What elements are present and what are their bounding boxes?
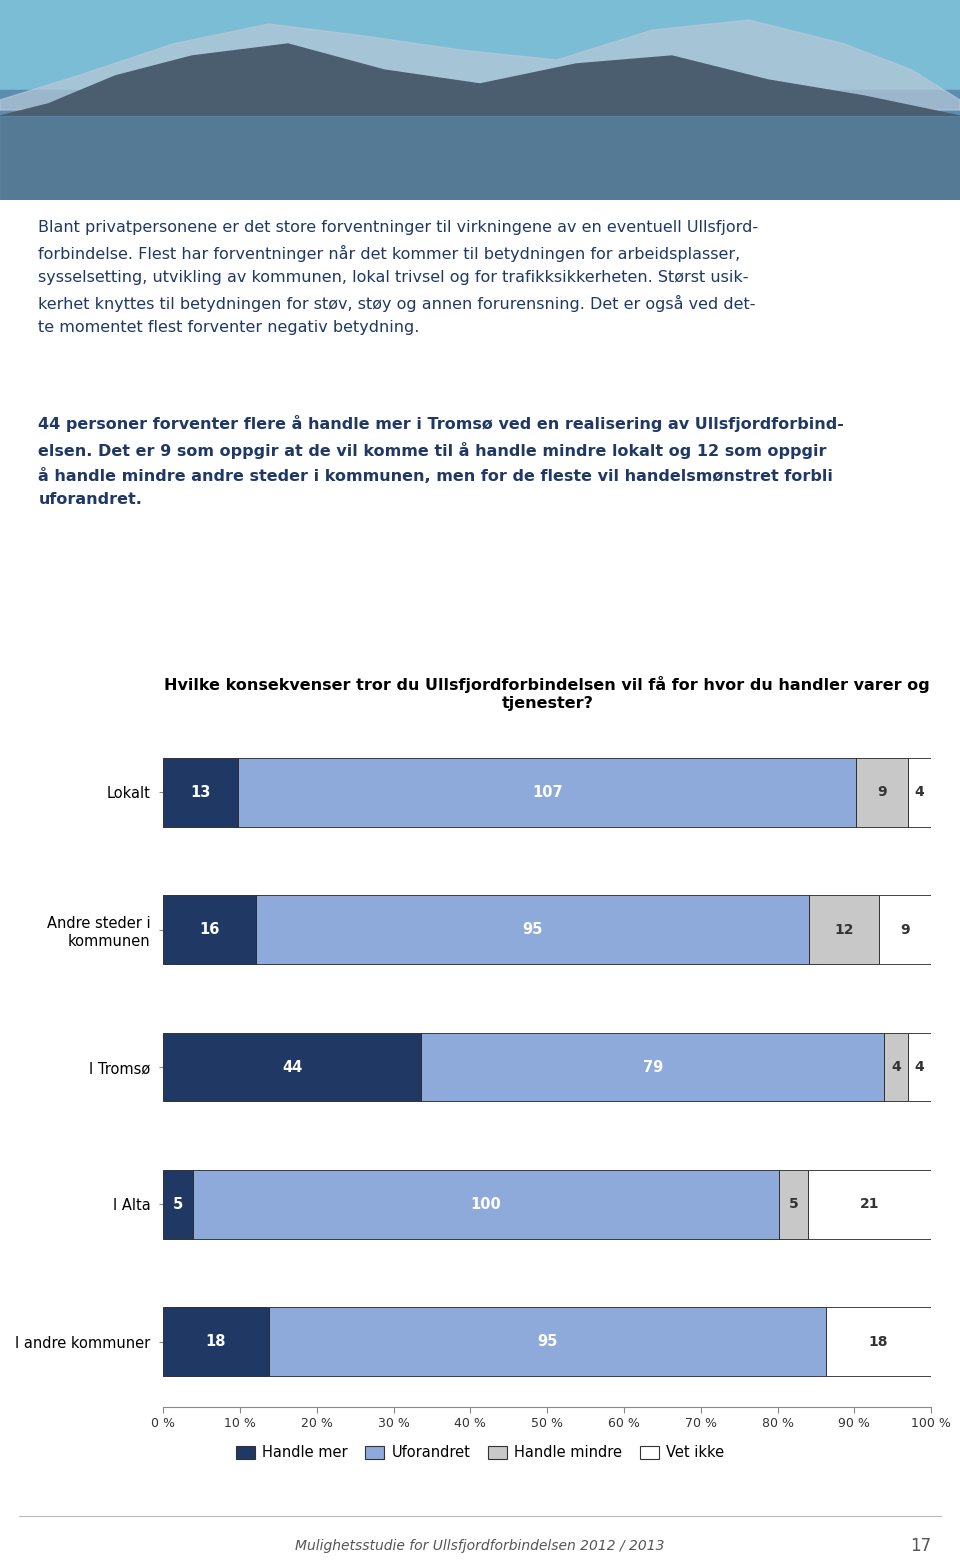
Text: 21: 21 — [860, 1197, 879, 1211]
Text: 44 personer forventer flere å handle mer i Tromsø ved en realisering av Ullsfjor: 44 personer forventer flere å handle mer… — [38, 415, 844, 508]
Bar — [269, 1307, 826, 1376]
Bar — [163, 1307, 269, 1376]
Text: 107: 107 — [532, 785, 563, 799]
Text: 4: 4 — [915, 1059, 924, 1073]
Bar — [808, 1171, 931, 1239]
Bar — [0, 89, 960, 201]
Text: 18: 18 — [205, 1334, 227, 1349]
Bar — [908, 1033, 931, 1102]
Text: 9: 9 — [877, 785, 887, 799]
Text: 18: 18 — [869, 1335, 888, 1349]
Text: 44: 44 — [282, 1059, 302, 1075]
Text: 5: 5 — [788, 1197, 799, 1211]
Text: 79: 79 — [642, 1059, 662, 1075]
Text: Mulighetsstudie for Ullsfjordforbindelsen 2012 / 2013: Mulighetsstudie for Ullsfjordforbindelse… — [296, 1539, 664, 1553]
Bar — [193, 1171, 779, 1239]
Bar — [163, 895, 256, 964]
Bar — [826, 1307, 931, 1376]
Bar — [856, 758, 908, 827]
Bar — [238, 758, 856, 827]
Bar — [421, 1033, 884, 1102]
Bar — [779, 1171, 808, 1239]
Text: 4: 4 — [915, 785, 924, 799]
Text: 16: 16 — [200, 921, 220, 937]
Text: 13: 13 — [190, 785, 211, 799]
Text: 95: 95 — [537, 1334, 558, 1349]
Bar — [0, 116, 960, 201]
Bar — [0, 0, 960, 89]
Bar — [908, 758, 931, 827]
Bar — [809, 895, 878, 964]
Text: 95: 95 — [522, 921, 542, 937]
Bar — [163, 1033, 421, 1102]
Text: 5: 5 — [173, 1197, 183, 1211]
Text: 4: 4 — [891, 1059, 900, 1073]
Text: 100: 100 — [470, 1197, 501, 1211]
Bar — [163, 758, 238, 827]
Text: Blant privatpersonene er det store forventninger til virkningene av en eventuell: Blant privatpersonene er det store forve… — [38, 219, 758, 335]
Bar — [256, 895, 809, 964]
Text: 17: 17 — [910, 1537, 931, 1554]
Title: Hvilke konsekvenser tror du Ullsfjordforbindelsen vil få for hvor du handler var: Hvilke konsekvenser tror du Ullsfjordfor… — [164, 675, 930, 710]
Bar — [878, 895, 931, 964]
Bar — [163, 1171, 193, 1239]
Bar — [884, 1033, 908, 1102]
Legend: Handle mer, Uforandret, Handle mindre, Vet ikke: Handle mer, Uforandret, Handle mindre, V… — [230, 1440, 730, 1467]
Text: 9: 9 — [900, 923, 910, 937]
Text: 12: 12 — [834, 923, 853, 937]
